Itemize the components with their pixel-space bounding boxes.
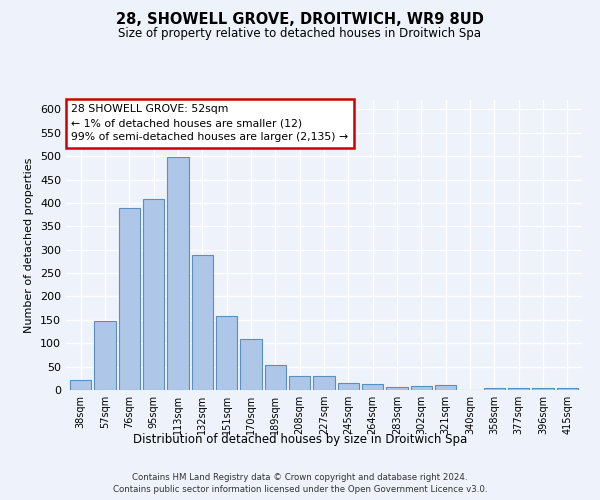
- Text: 28, SHOWELL GROVE, DROITWICH, WR9 8UD: 28, SHOWELL GROVE, DROITWICH, WR9 8UD: [116, 12, 484, 28]
- Bar: [216, 316, 238, 390]
- Bar: [94, 321, 116, 390]
- Bar: [410, 386, 432, 390]
- Bar: [435, 386, 457, 390]
- Text: Contains HM Land Registry data © Crown copyright and database right 2024.: Contains HM Land Registry data © Crown c…: [132, 472, 468, 482]
- Bar: [191, 256, 213, 390]
- Bar: [143, 199, 164, 390]
- Text: 28 SHOWELL GROVE: 52sqm
← 1% of detached houses are smaller (12)
99% of semi-det: 28 SHOWELL GROVE: 52sqm ← 1% of detached…: [71, 104, 348, 142]
- Bar: [167, 157, 188, 390]
- Bar: [265, 365, 286, 390]
- Bar: [386, 386, 408, 390]
- Text: Distribution of detached houses by size in Droitwich Spa: Distribution of detached houses by size …: [133, 432, 467, 446]
- Bar: [313, 376, 335, 390]
- Bar: [362, 384, 383, 390]
- Bar: [532, 388, 554, 390]
- Bar: [70, 380, 91, 390]
- Text: Contains public sector information licensed under the Open Government Licence v3: Contains public sector information licen…: [113, 485, 487, 494]
- Y-axis label: Number of detached properties: Number of detached properties: [25, 158, 34, 332]
- Bar: [119, 208, 140, 390]
- Bar: [557, 388, 578, 390]
- Bar: [484, 388, 505, 390]
- Bar: [338, 383, 359, 390]
- Bar: [240, 340, 262, 390]
- Bar: [289, 376, 310, 390]
- Text: Size of property relative to detached houses in Droitwich Spa: Size of property relative to detached ho…: [119, 28, 482, 40]
- Bar: [508, 388, 529, 390]
